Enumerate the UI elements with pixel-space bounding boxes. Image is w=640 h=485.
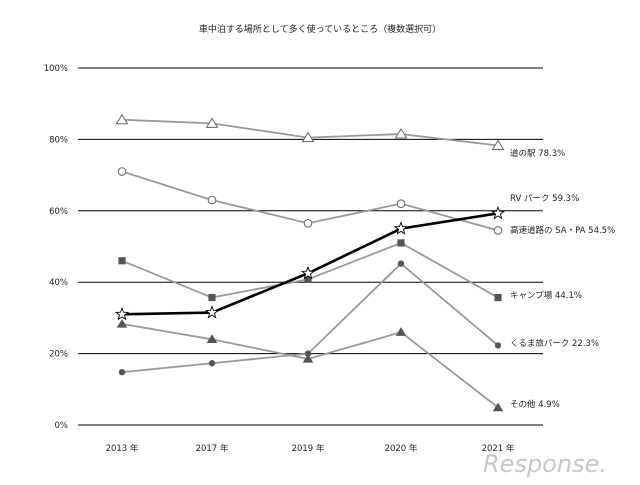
data-point bbox=[393, 221, 409, 235]
y-tick-label: 0% bbox=[55, 421, 69, 431]
data-point bbox=[303, 218, 313, 228]
data-point bbox=[300, 265, 316, 280]
data-point bbox=[206, 334, 218, 344]
series-5 bbox=[116, 319, 504, 412]
data-point bbox=[494, 342, 502, 349]
x-tick-label: 2020 年 bbox=[385, 443, 418, 454]
y-tick-label: 60% bbox=[49, 207, 68, 217]
data-point bbox=[117, 167, 127, 176]
data-point bbox=[492, 402, 504, 412]
data-point bbox=[397, 260, 405, 267]
x-tick-label: 2013 年 bbox=[106, 443, 139, 454]
data-point bbox=[396, 199, 406, 208]
series-end-labels: 道の駅 78.3% RV パーク 59.3% 高速道路の SA・PA 54.5% キャ… bbox=[510, 148, 615, 410]
y-tick-label: 100% bbox=[44, 64, 68, 74]
y-tick-label: 80% bbox=[49, 135, 68, 145]
data-point bbox=[114, 306, 130, 321]
series-2 bbox=[117, 167, 503, 235]
data-point bbox=[115, 113, 129, 125]
series-end-label: キャンプ場 44.1% bbox=[510, 290, 582, 301]
x-axis-ticks: 2013 年 2017 年 2019 年 2020 年 2021 年 bbox=[106, 443, 515, 454]
x-tick-label: 2021 年 bbox=[482, 443, 515, 454]
y-tick-label: 40% bbox=[49, 278, 68, 288]
watermark: Response. bbox=[483, 450, 607, 478]
data-point bbox=[395, 327, 407, 336]
data-point bbox=[207, 195, 217, 205]
series-end-label: RV パーク 59.3% bbox=[510, 194, 579, 204]
data-point bbox=[302, 353, 314, 363]
watermark-text: Response. bbox=[483, 450, 607, 478]
series-layer bbox=[114, 113, 506, 412]
series-end-label: くるま旅パーク 22.3% bbox=[510, 338, 599, 349]
data-point bbox=[301, 131, 315, 143]
series-3 bbox=[118, 239, 502, 302]
chart-title: 車中泊する場所として多く使っているところ（複数選択可） bbox=[199, 23, 441, 35]
data-point bbox=[208, 360, 216, 367]
data-point bbox=[204, 305, 220, 319]
data-point bbox=[205, 117, 219, 128]
series-line bbox=[121, 242, 499, 299]
series-1 bbox=[114, 205, 506, 321]
data-point bbox=[491, 139, 505, 150]
data-point bbox=[490, 205, 506, 220]
x-tick-label: 2019 年 bbox=[292, 443, 325, 454]
data-point bbox=[304, 350, 312, 357]
x-tick-label: 2017 年 bbox=[196, 443, 229, 454]
data-point bbox=[116, 319, 128, 328]
data-point bbox=[118, 257, 126, 265]
series-0 bbox=[115, 113, 505, 150]
series-4 bbox=[118, 260, 502, 376]
data-point bbox=[493, 226, 503, 235]
y-axis-ticks: 0% 20% 40% 60% 80% 100% bbox=[44, 64, 68, 431]
series-end-label: 道の駅 78.3% bbox=[510, 148, 565, 159]
data-point bbox=[494, 293, 502, 302]
series-line bbox=[121, 212, 499, 316]
series-end-label: 高速道路の SA・PA 54.5% bbox=[510, 225, 615, 236]
data-point bbox=[118, 368, 126, 376]
data-point bbox=[304, 275, 312, 283]
series-end-label: その他 4.9% bbox=[510, 399, 560, 410]
data-point bbox=[208, 293, 216, 302]
data-point bbox=[397, 239, 405, 247]
y-tick-label: 20% bbox=[49, 350, 68, 360]
data-point bbox=[394, 128, 408, 139]
